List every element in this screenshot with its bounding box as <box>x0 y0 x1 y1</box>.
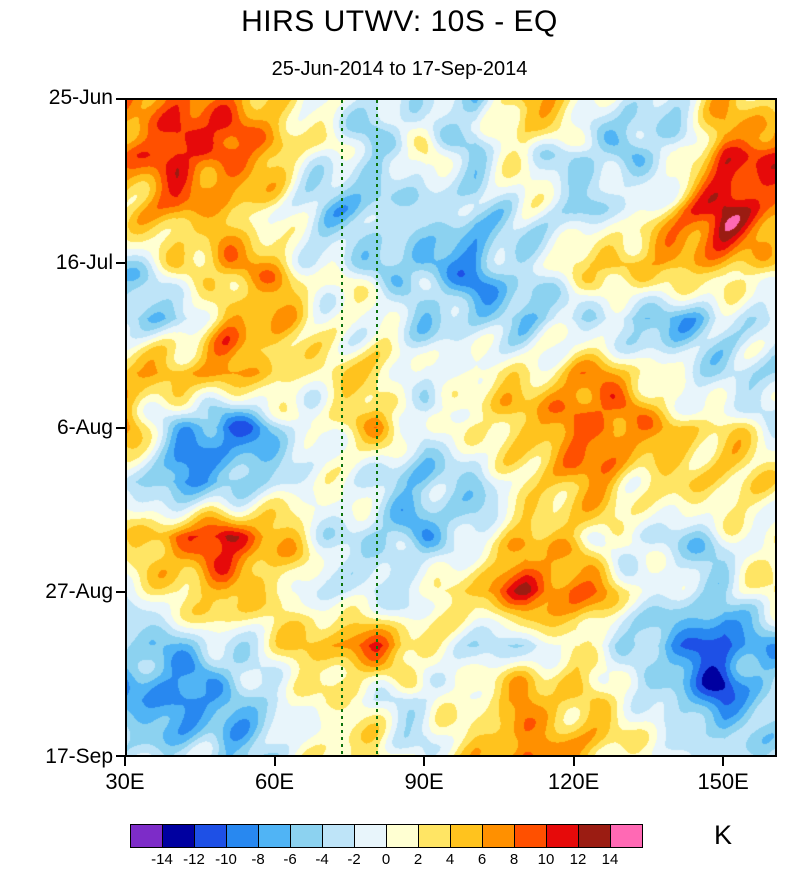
y-tick-label: 6-Aug <box>56 415 113 439</box>
colorbar-tick-label: 2 <box>413 851 423 868</box>
x-tick-label: 30E <box>105 769 145 794</box>
colorbar-cell <box>450 824 483 848</box>
colorbar-cell <box>418 824 451 848</box>
colorbar <box>130 824 643 848</box>
x-tick-label: 90E <box>404 769 444 794</box>
y-tick-label: 17-Sep <box>45 745 113 768</box>
chart-title: HIRS UTWV: 10S - EQ <box>241 5 558 38</box>
colorbar-unit-label: K <box>713 820 732 850</box>
colorbar-tick-label: 6 <box>477 851 487 868</box>
y-axis-tick <box>116 755 125 757</box>
colorbar-cell <box>162 824 195 848</box>
colorbar-tick-label: 8 <box>509 851 519 868</box>
plot-area <box>125 98 777 757</box>
x-axis-tick <box>124 757 126 766</box>
chart-subtitle: 25-Jun-2014 to 17-Sep-2014 <box>271 58 528 80</box>
colorbar-tick-label: -10 <box>215 851 237 868</box>
colorbar-tick-label: -6 <box>283 851 297 868</box>
colorbar-cell <box>130 824 163 848</box>
x-tick-label: 120E <box>547 769 600 794</box>
colorbar-tick-label: -12 <box>183 851 205 868</box>
y-axis-tick <box>116 591 125 594</box>
x-tick-label: 60E <box>254 769 295 794</box>
hovmoller-field-canvas <box>127 100 775 755</box>
x-axis-tick <box>273 757 276 766</box>
y-tick-label: 27-Aug <box>45 580 113 604</box>
colorbar-cell <box>258 824 291 848</box>
colorbar-tick-label: 10 <box>537 851 555 868</box>
colorbar-cell <box>546 824 579 848</box>
colorbar-tick-label: -14 <box>151 851 173 868</box>
colorbar-tick-label: -2 <box>347 851 361 868</box>
colorbar-tick-label: 14 <box>601 851 619 868</box>
y-tick-label: 16-Jul <box>55 250 113 274</box>
colorbar-tick-label: 0 <box>381 851 391 868</box>
colorbar-tick-label: 4 <box>445 851 455 868</box>
reference-line <box>376 100 378 755</box>
colorbar-tick-label: 12 <box>569 851 587 868</box>
colorbar-cell <box>226 824 259 848</box>
x-axis-tick <box>722 757 725 766</box>
y-tick-label: 25-Jun <box>48 86 113 109</box>
colorbar-cell <box>386 824 419 848</box>
colorbar-cell <box>354 824 387 848</box>
colorbar-cell <box>194 824 227 848</box>
colorbar-cell <box>322 824 355 848</box>
y-axis-tick <box>116 98 125 100</box>
colorbar-tick-label: -8 <box>251 851 265 868</box>
colorbar-cell <box>610 824 643 848</box>
y-axis-tick <box>116 261 125 264</box>
x-tick-label: 150E <box>697 769 749 794</box>
colorbar-cell <box>514 824 547 848</box>
y-axis-tick <box>116 426 125 429</box>
reference-line <box>341 100 343 755</box>
x-axis-tick <box>423 757 426 766</box>
colorbar-cell <box>290 824 323 848</box>
x-axis-tick <box>572 757 575 766</box>
colorbar-cell <box>578 824 611 848</box>
colorbar-cell <box>482 824 515 848</box>
colorbar-tick-label: -4 <box>315 851 329 868</box>
